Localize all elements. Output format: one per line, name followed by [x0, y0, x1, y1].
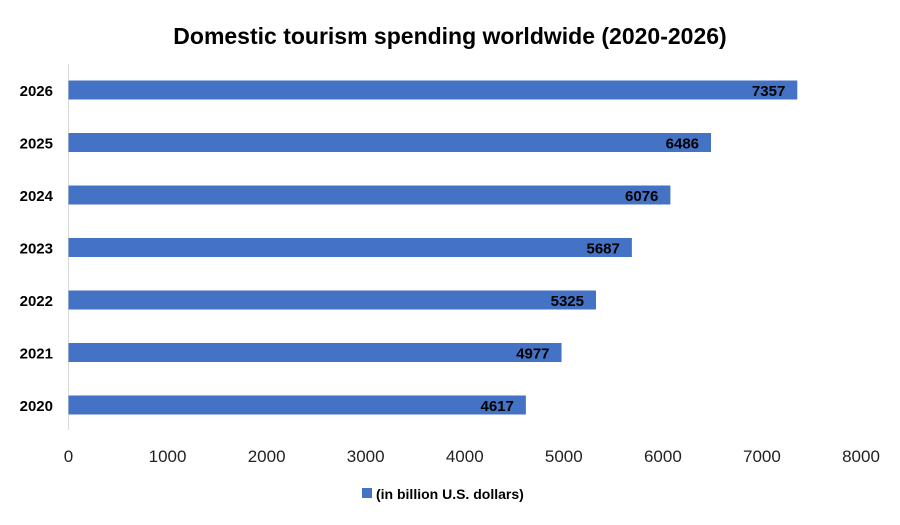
- x-tick-4000: 4000: [446, 447, 484, 466]
- legend-label: (in billion U.S. dollars): [376, 486, 524, 502]
- x-tick-8000: 8000: [842, 447, 880, 466]
- x-tick-5000: 5000: [545, 447, 583, 466]
- category-label-2024: 2024: [20, 188, 54, 205]
- bar-2025: [68, 133, 712, 152]
- data-label-2023: 5687: [586, 241, 619, 258]
- data-label-2025: 6486: [666, 136, 699, 153]
- x-tick-0: 0: [64, 447, 73, 466]
- bar-2020: [68, 395, 526, 415]
- category-label-2022: 2022: [20, 293, 53, 310]
- data-label-2024: 6076: [625, 188, 658, 205]
- data-label-2020: 4617: [480, 398, 513, 415]
- bar-2024: [68, 185, 671, 205]
- data-label-2026: 7357: [752, 83, 785, 100]
- category-label-2025: 2025: [20, 136, 53, 153]
- category-label-2026: 2026: [20, 83, 53, 100]
- bar-2022: [68, 290, 597, 310]
- legend-swatch: [362, 488, 372, 498]
- chart-title: Domestic tourism spending worldwide (202…: [173, 23, 726, 49]
- x-tick-6000: 6000: [644, 447, 682, 466]
- bar-2021: [68, 343, 562, 362]
- x-tick-1000: 1000: [149, 447, 187, 466]
- data-label-2021: 4977: [516, 346, 549, 363]
- category-label-2023: 2023: [20, 241, 53, 258]
- category-label-2020: 2020: [20, 398, 53, 415]
- bar-2023: [68, 238, 632, 257]
- x-tick-2000: 2000: [248, 447, 286, 466]
- category-label-2021: 2021: [20, 346, 53, 363]
- bar-2026: [68, 80, 798, 100]
- x-tick-7000: 7000: [743, 447, 781, 466]
- x-tick-3000: 3000: [347, 447, 385, 466]
- data-label-2022: 5325: [551, 293, 584, 310]
